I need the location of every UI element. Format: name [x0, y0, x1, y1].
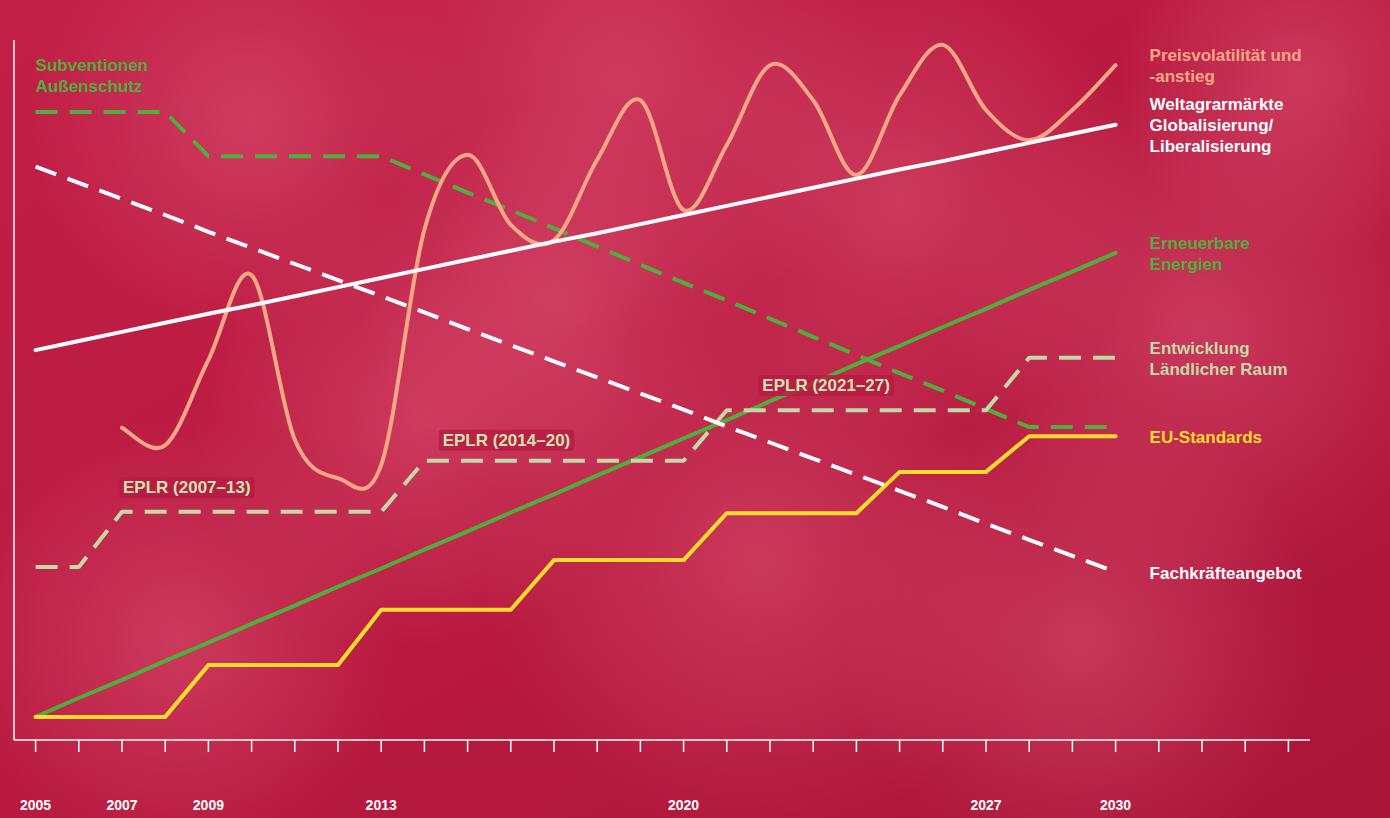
x-tick [1244, 740, 1246, 752]
x-tick [1072, 740, 1074, 752]
background-texture [840, 400, 1320, 818]
series-line [122, 45, 1116, 489]
x-tick [35, 740, 37, 752]
x-tick [553, 740, 555, 752]
series-label-line: Außenschutz [36, 77, 143, 96]
x-tick [121, 740, 123, 752]
series-line [36, 125, 1116, 350]
x-tick [337, 740, 339, 752]
x-tick [424, 740, 426, 752]
x-tick [726, 740, 728, 752]
x-tick [1028, 740, 1030, 752]
series-label-line: Energien [1150, 255, 1223, 274]
series-label-line: Fachkräfteangebot [1150, 564, 1302, 583]
x-tick [985, 740, 987, 752]
x-tick [1158, 740, 1160, 752]
series-label-line: Liberalisierung [1150, 137, 1272, 156]
series-label: Weltagrarmärkte Globalisierung/Liberalisi… [1150, 95, 1284, 156]
series-label-line: Ländlicher Raum [1150, 360, 1288, 379]
lines [36, 45, 1116, 717]
x-tick [683, 740, 685, 752]
series-label-line: Subventionen [36, 56, 148, 75]
series-label-line: EU-Standards [1150, 428, 1262, 447]
x-tick [899, 740, 901, 752]
x-tick-label: 2007 [106, 797, 137, 813]
x-tick [164, 740, 166, 752]
series-label: Fachkräfteangebot [1150, 564, 1302, 583]
x-tick-label: 2005 [20, 797, 51, 813]
series-label-line: -anstieg [1150, 67, 1215, 86]
series-line [36, 167, 1116, 572]
series-line [36, 436, 1116, 717]
x-tick-label: 2020 [668, 797, 699, 813]
x-tick [812, 740, 814, 752]
series-label: Entwicklung Ländlicher Raum [1150, 339, 1288, 379]
series-label: Subventionen Außenschutz [36, 56, 148, 96]
x-tick-label: 2027 [970, 797, 1001, 813]
x-tick [78, 740, 80, 752]
annotation-patch [439, 430, 575, 451]
series-labels: Preisvolatilität und -anstieg Weltagrarmär… [36, 46, 1302, 582]
x-tick [251, 740, 253, 752]
series-label: EU-Standards [1150, 428, 1262, 447]
series-label-line: Preisvolatilität und [1150, 46, 1302, 65]
x-tick [1115, 740, 1117, 752]
x-tick [1288, 740, 1290, 752]
x-tick-label: 2013 [366, 797, 397, 813]
x-tick [640, 740, 642, 752]
series-line [36, 253, 1116, 717]
series-label: Erneuerbare Energien [1150, 234, 1250, 274]
series-label-line: Globalisierung/ [1150, 116, 1274, 135]
x-tick [942, 740, 944, 752]
axes: 2005 2007 2009 2013 2020 2027 2030 [14, 40, 1310, 813]
annotation: EPLR (2021–27) [762, 376, 890, 395]
annotation-patch [758, 375, 894, 396]
x-tick [510, 740, 512, 752]
series-label-line: Erneuerbare [1150, 234, 1250, 253]
annotation: EPLR (2014–20) [443, 431, 571, 450]
annotation-patch [119, 477, 255, 498]
series-line [36, 358, 1116, 567]
x-tick [856, 740, 858, 752]
x-tick [769, 740, 771, 752]
x-tick [294, 740, 296, 752]
x-tick-label: 2030 [1100, 797, 1131, 813]
x-tick [208, 740, 210, 752]
annotations: EPLR (2007–13) EPLR (2014–20) EPLR (2021–2… [119, 375, 894, 498]
x-tick [467, 740, 469, 752]
annotation: EPLR (2007–13) [123, 478, 251, 497]
x-tick [380, 740, 382, 752]
background-texture [1120, 0, 1390, 260]
series-label-line: Weltagrarmärkte [1150, 95, 1284, 114]
y-axis-line [13, 40, 15, 740]
series-label-line: Entwicklung [1150, 339, 1250, 358]
series-label: Preisvolatilität und -anstieg [1150, 46, 1302, 86]
x-tick [596, 740, 598, 752]
x-tick-label: 2009 [193, 797, 224, 813]
x-tick [1201, 740, 1203, 752]
chart: 2005 2007 2009 2013 2020 2027 2030 EPLR (2007–1… [0, 0, 1390, 818]
